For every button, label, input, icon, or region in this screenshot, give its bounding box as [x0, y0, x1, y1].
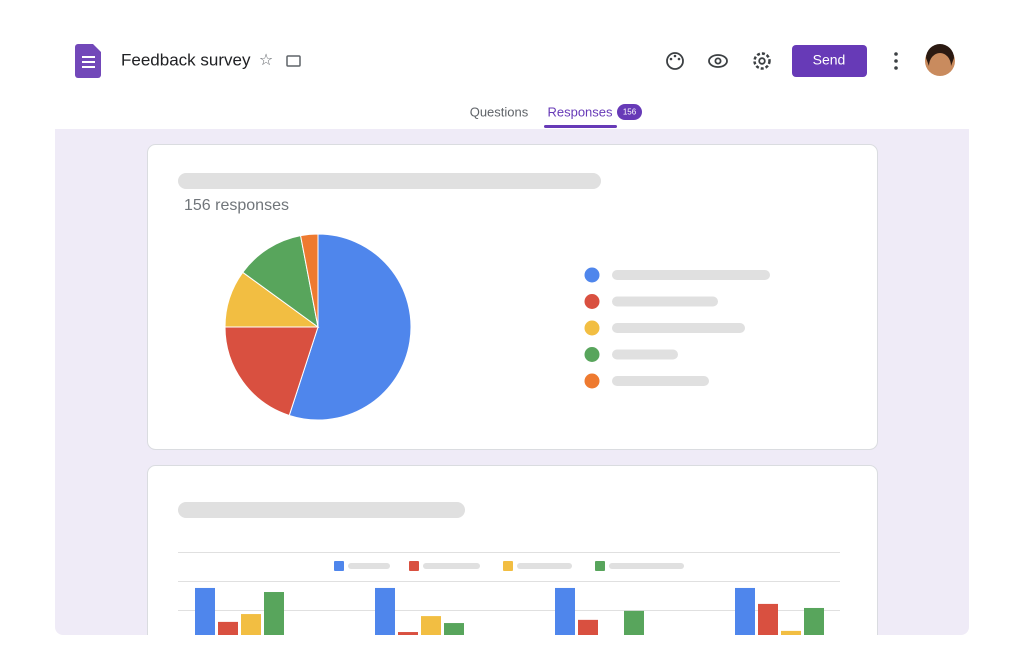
bar	[264, 592, 284, 635]
bar	[444, 623, 464, 635]
bar	[624, 610, 644, 635]
palette-icon[interactable]	[666, 52, 684, 70]
placeholder	[348, 563, 390, 569]
legend-swatch	[584, 294, 600, 309]
placeholder	[612, 323, 745, 333]
pie-chart	[224, 233, 412, 421]
more-icon[interactable]	[894, 52, 898, 70]
star-icon[interactable]: ☆	[259, 52, 273, 69]
legend-swatch	[334, 561, 344, 571]
pie-slice	[224, 326, 319, 417]
bar	[375, 587, 395, 635]
folder-icon[interactable]	[286, 55, 301, 67]
badge-count: 156	[623, 108, 637, 117]
settings-icon[interactable]	[753, 52, 771, 70]
bar-card-group	[147, 465, 878, 635]
preview-icon[interactable]	[708, 54, 728, 68]
bar	[218, 621, 238, 635]
legend-swatch	[584, 373, 600, 389]
placeholder	[612, 270, 770, 280]
bar	[804, 607, 824, 635]
legend-swatch	[409, 561, 419, 571]
response-count: 156 responses	[184, 197, 289, 214]
placeholder	[609, 563, 684, 569]
legend-swatch	[584, 347, 600, 362]
tab-indicator	[544, 125, 617, 128]
bar	[735, 587, 755, 635]
legend-swatch	[595, 561, 605, 571]
pie-legend	[584, 267, 770, 389]
placeholder	[612, 296, 718, 307]
placeholder	[612, 376, 709, 386]
send-label[interactable]: Send	[813, 52, 846, 68]
form-title[interactable]: Feedback survey	[121, 50, 251, 69]
bar	[195, 587, 215, 635]
responses-tab[interactable]: Responses	[547, 104, 613, 119]
bar	[758, 603, 778, 635]
pie-slice	[288, 233, 412, 421]
placeholder	[178, 173, 601, 189]
send-button[interactable]	[792, 45, 867, 77]
placeholder	[178, 502, 465, 518]
legend-swatch	[503, 561, 513, 571]
placeholder	[612, 349, 678, 360]
placeholder	[423, 563, 480, 569]
avatar[interactable]	[925, 44, 955, 76]
bar	[398, 632, 418, 635]
bar	[421, 616, 441, 635]
placeholder	[517, 563, 572, 569]
pie-slice	[299, 233, 319, 328]
questions-tab[interactable]: Questions	[470, 104, 529, 119]
bar	[555, 587, 575, 635]
legend-swatch	[584, 320, 600, 336]
bar	[781, 630, 801, 635]
bar	[241, 614, 261, 635]
legend-swatch	[584, 267, 600, 283]
badge	[617, 104, 642, 120]
bar	[578, 619, 598, 635]
bar-chart	[178, 552, 840, 635]
pie-slice	[242, 235, 319, 329]
forms-icon[interactable]	[75, 44, 101, 78]
